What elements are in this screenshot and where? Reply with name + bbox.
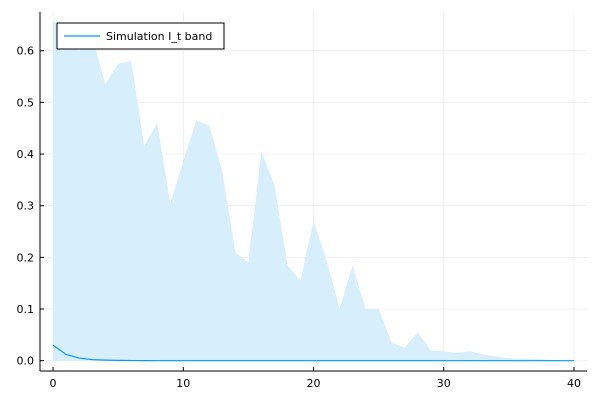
y-tick-label: 0.3 xyxy=(17,200,35,213)
x-axis-ticks: 0 10 20 30 40 xyxy=(50,367,581,390)
legend: Simulation I_t band xyxy=(56,22,225,50)
band-area xyxy=(53,19,574,361)
legend-label: Simulation I_t band xyxy=(106,30,212,43)
x-tick-label: 10 xyxy=(176,377,190,390)
y-axis-ticks: 0.0 0.1 0.2 0.3 0.4 0.5 0.6 xyxy=(17,45,44,368)
x-tick-label: 20 xyxy=(307,377,321,390)
y-tick-label: 0.6 xyxy=(17,45,35,58)
series-band xyxy=(53,19,574,361)
y-tick-label: 0.1 xyxy=(17,303,35,316)
y-tick-label: 0.2 xyxy=(17,251,35,264)
x-tick-label: 30 xyxy=(437,377,451,390)
y-tick-label: 0.0 xyxy=(17,355,35,368)
x-tick-label: 40 xyxy=(567,377,581,390)
series-line xyxy=(52,344,574,362)
x-tick-label: 0 xyxy=(50,377,57,390)
y-tick-label: 0.5 xyxy=(17,96,35,109)
y-tick-label: 0.4 xyxy=(17,148,35,161)
mean-line xyxy=(52,344,574,362)
